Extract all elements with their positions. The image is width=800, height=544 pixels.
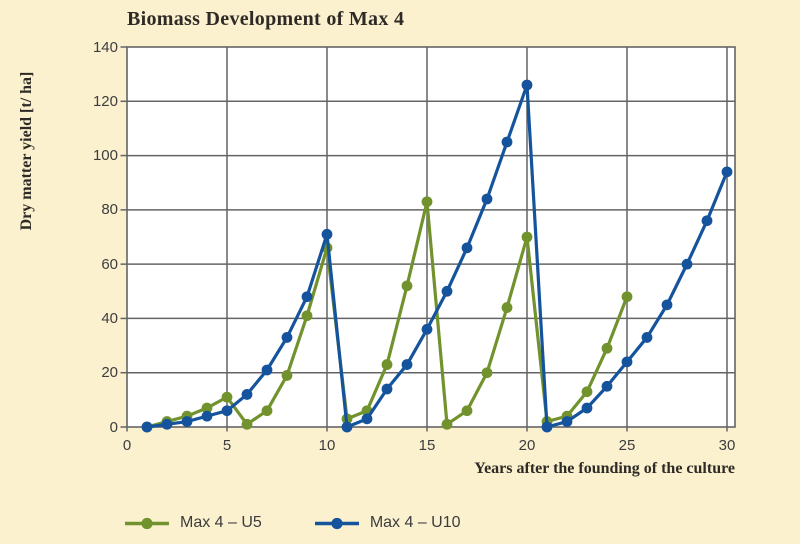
y-tick-label: 120 bbox=[92, 92, 118, 110]
data-point bbox=[281, 370, 293, 381]
y-tick-label: 60 bbox=[101, 255, 118, 273]
legend-item-u5: Max 4 – U5 bbox=[125, 514, 262, 532]
legend: Max 4 – U5 Max 4 – U10 bbox=[125, 514, 461, 532]
data-point bbox=[441, 285, 453, 297]
data-point bbox=[261, 364, 273, 376]
data-point bbox=[301, 310, 313, 322]
data-point bbox=[461, 405, 473, 417]
data-point bbox=[561, 416, 573, 427]
y-tick-label: 40 bbox=[101, 309, 118, 327]
data-point bbox=[401, 359, 413, 370]
chart-title: Biomass Development of Max 4 bbox=[127, 8, 405, 30]
data-point bbox=[601, 380, 613, 392]
data-point bbox=[501, 302, 513, 313]
data-point bbox=[461, 242, 473, 254]
data-point bbox=[601, 342, 613, 354]
data-point bbox=[421, 323, 433, 335]
data-point bbox=[281, 332, 293, 343]
x-tick-label: 30 bbox=[718, 437, 736, 454]
data-point bbox=[141, 421, 153, 433]
legend-label-u5: Max 4 – U5 bbox=[180, 514, 262, 531]
data-point bbox=[241, 418, 253, 430]
y-tick-label: 100 bbox=[92, 147, 118, 165]
data-point bbox=[401, 280, 413, 292]
data-point bbox=[521, 231, 533, 243]
data-point bbox=[481, 193, 493, 205]
data-point bbox=[201, 402, 213, 414]
x-tick-label: 0 bbox=[122, 437, 132, 454]
data-point bbox=[501, 136, 513, 148]
data-point bbox=[581, 386, 593, 398]
y-tick-label: 140 bbox=[92, 38, 118, 56]
x-tick-label: 20 bbox=[518, 437, 536, 454]
legend-item-u10: Max 4 – U10 bbox=[314, 514, 461, 532]
data-point bbox=[681, 258, 693, 270]
x-tick-label: 10 bbox=[318, 437, 336, 454]
data-point bbox=[161, 418, 173, 430]
data-point bbox=[721, 166, 733, 178]
y-tick-label: 0 bbox=[109, 418, 118, 436]
data-point bbox=[621, 356, 633, 368]
legend-marker-u10-icon bbox=[314, 517, 359, 529]
data-point bbox=[321, 228, 333, 240]
data-point bbox=[481, 367, 493, 379]
data-point bbox=[221, 391, 233, 403]
data-point bbox=[701, 215, 713, 227]
data-point bbox=[341, 421, 353, 433]
data-point bbox=[241, 389, 253, 400]
data-point bbox=[661, 299, 673, 311]
data-point bbox=[541, 421, 553, 433]
data-point bbox=[301, 291, 313, 303]
data-point bbox=[581, 402, 593, 414]
data-point bbox=[361, 413, 373, 425]
data-point bbox=[641, 332, 653, 343]
x-axis-title: Years after the founding of the culture bbox=[474, 460, 735, 477]
data-point bbox=[621, 291, 633, 303]
data-point bbox=[421, 196, 433, 208]
data-point bbox=[381, 359, 393, 370]
legend-marker-u5-icon bbox=[125, 517, 169, 529]
data-point bbox=[221, 405, 233, 417]
x-tick-label: 15 bbox=[418, 437, 436, 454]
data-point bbox=[261, 405, 273, 417]
data-point bbox=[181, 416, 193, 427]
legend-label-u10: Max 4 – U10 bbox=[369, 514, 461, 531]
x-tick-label: 25 bbox=[618, 437, 636, 454]
y-tick-label: 80 bbox=[101, 201, 118, 219]
x-tick-label: 5 bbox=[222, 437, 232, 454]
data-point bbox=[441, 418, 453, 430]
data-point bbox=[381, 383, 393, 395]
data-point bbox=[201, 410, 213, 422]
data-point bbox=[521, 79, 533, 91]
y-tick-label: 20 bbox=[101, 364, 118, 382]
